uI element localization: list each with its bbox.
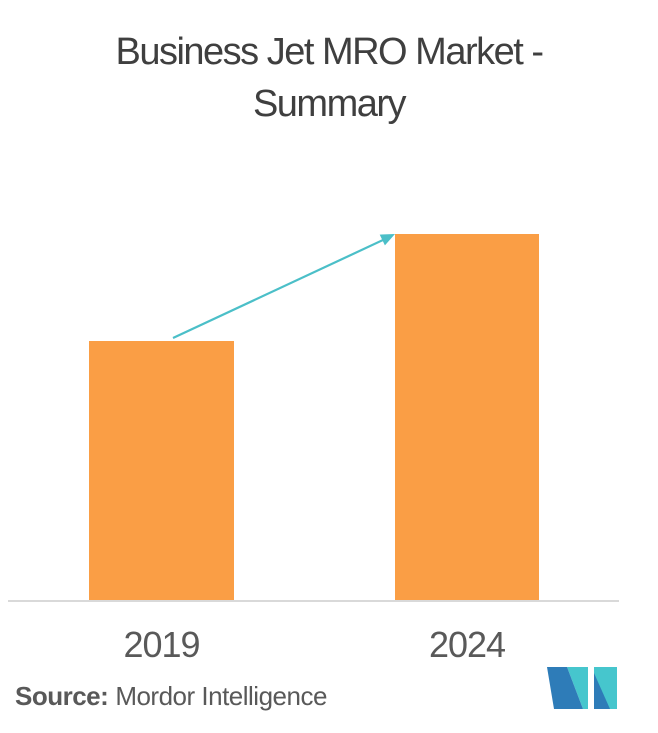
source-label: Source: — [15, 681, 109, 711]
source-note: Source: Mordor Intelligence — [15, 681, 327, 712]
bar-2019 — [89, 341, 234, 602]
x-axis-label-2019: 2019 — [123, 624, 200, 665]
chart-title-line1: Business Jet MRO Market - — [115, 31, 544, 73]
mordor-intelligence-logo — [547, 667, 617, 709]
source-text: Mordor Intelligence — [115, 681, 327, 711]
x-axis-line — [8, 600, 619, 602]
bar-2024 — [395, 234, 539, 602]
chart-title: Business Jet MRO Market - Summary — [0, 26, 658, 130]
x-axis-label-2024: 2024 — [428, 624, 506, 665]
chart-title-line2: Summary — [252, 83, 407, 125]
